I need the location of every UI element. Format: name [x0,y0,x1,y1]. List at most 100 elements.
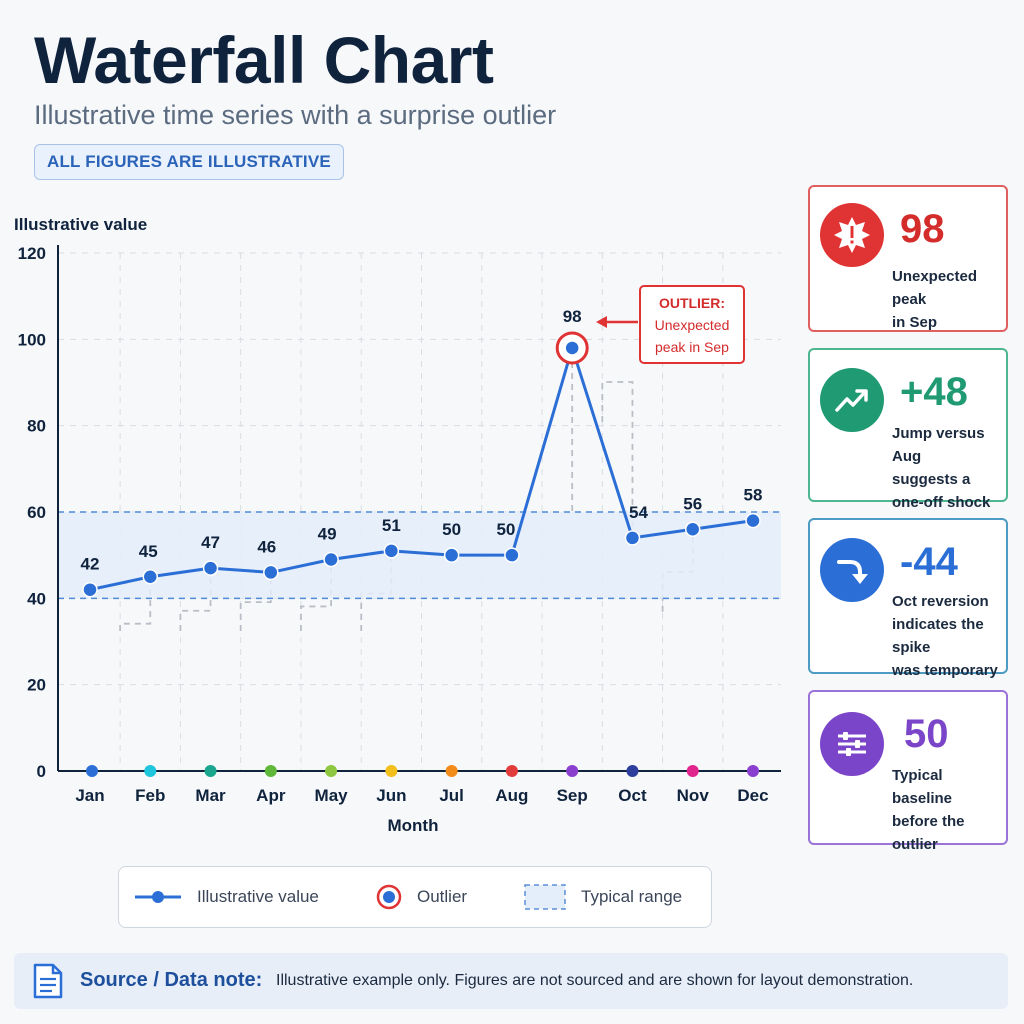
data-label: 51 [382,516,401,535]
category-marker [325,765,338,777]
stat-description: Unexpected peak in Sep [892,268,978,331]
data-point [443,547,460,563]
data-label: 54 [629,503,648,522]
trend-up-icon [820,368,884,432]
y-tick-label: 20 [27,676,46,695]
legend-label-range: Typical range [581,887,683,906]
stat-card-peak: 98 Unexpected peak in Sep [808,185,1008,332]
data-point [564,340,580,356]
data-label: 47 [201,533,220,552]
category-marker [445,765,458,777]
outlier-callout: OUTLIER: Unexpected peak in Sep [596,285,745,364]
x-tick-label: Apr [256,786,286,805]
data-label: 50 [496,520,515,539]
data-point [624,530,641,546]
page-title: Waterfall Chart [34,23,494,97]
illustrative-badge: ALL FIGURES ARE ILLUSTRATIVE [34,144,344,180]
data-label: 98 [563,307,582,326]
stat-description: Oct reversion indicates the spike was temp… [892,593,998,679]
x-tick-label: Nov [677,786,710,805]
callout-line-2: Unexpected [655,317,730,333]
data-label: 56 [683,494,702,513]
stat-description: Typical baseline before the outlier [892,767,965,853]
data-label: 42 [81,555,100,574]
data-label: 46 [257,537,276,556]
series-layer [82,331,761,598]
category-marker [204,765,217,777]
line-chart: 0 20 40 60 80 100 120 Jan Feb Mar Apr May Jun Jul Aug S… [14,215,781,835]
y-tick-label: 100 [18,330,46,349]
legend-outlier-swatch-icon [376,884,402,910]
x-tick-label: Feb [135,786,165,805]
data-point [142,569,159,585]
category-marker [686,765,699,777]
x-tick-label: Sep [557,786,588,805]
step-connector [601,381,634,544]
document-icon [32,963,64,1004]
y-tick-label: 0 [37,762,46,781]
x-tick-label: Oct [618,786,647,805]
category-marker [626,765,639,777]
step-connector [119,582,152,631]
data-point [745,512,761,529]
category-marker [566,765,579,777]
legend-item-outlier: Outlier [375,867,467,927]
stat-card-reversion: -44 Oct reversion indicates the spike was … [808,518,1008,679]
legend-range-swatch-icon [524,884,566,910]
source-label: Source / Data note: [80,969,263,991]
typical-range-band [58,512,781,599]
stat-card-baseline: 50 Typical baseline before the outlier [808,690,1008,853]
x-tick-label: Jul [439,786,464,805]
data-point [504,547,520,563]
stat-value: -44 [900,540,958,584]
x-tick-label: Jan [75,786,104,805]
y-tick-label: 60 [27,503,46,522]
callout-line-1: OUTLIER: [659,295,725,311]
return-arrow-icon [820,538,884,602]
callout-line-3: peak in Sep [655,339,729,355]
y-axis-title: Illustrative value [14,215,147,234]
category-marker [747,765,759,777]
axis-layer: 0 20 40 60 80 100 120 Jan Feb Mar Apr May Jun Jul Aug S… [18,244,781,805]
data-point [263,564,279,581]
category-marker [144,765,157,777]
data-point [82,581,98,598]
x-tick-label: Aug [495,786,528,805]
category-marker [264,765,277,777]
source-text: Illustrative example only. Figures are n… [276,972,914,989]
y-tick-label: 80 [27,417,46,436]
data-point [202,560,219,576]
category-marker [385,765,398,777]
data-point [684,521,701,538]
legend-label-outlier: Outlier [417,887,468,906]
y-tick-label: 120 [18,244,46,263]
category-marker [86,765,98,777]
legend-item-line: Illustrative value [133,867,319,927]
series-line [89,346,754,592]
x-tick-label: Dec [737,786,768,805]
x-tick-label: Mar [195,786,226,805]
page-subtitle: Illustrative time series with a surprise… [34,100,557,130]
callout-arrowhead-icon [596,316,607,328]
data-label: 50 [442,520,461,539]
data-label: 58 [744,486,763,505]
stat-value: +48 [900,370,968,414]
stat-card-jump: +48 Jump versus Aug suggests a one-off sho… [808,348,1008,511]
stat-value: 98 [900,207,945,251]
x-tick-label: Jun [376,786,406,805]
data-point [383,543,400,559]
step-connector [300,565,332,631]
data-label: 49 [318,524,337,543]
data-point [323,551,339,568]
label-layer: 42 45 47 46 49 51 50 50 98 54 56 58 [81,307,763,574]
data-label: 45 [139,542,158,561]
source-note: Source / Data note: Illustrative example… [14,953,1008,1009]
legend-item-range: Typical range [523,867,682,927]
y-tick-label: 40 [27,589,46,608]
x-axis-title: Month [388,816,439,835]
x-tick-label: May [315,786,349,805]
legend-line-swatch-icon [135,891,181,903]
typical-range-layer [58,511,781,600]
legend-label-line: Illustrative value [197,887,319,906]
alert-burst-icon [820,203,884,267]
